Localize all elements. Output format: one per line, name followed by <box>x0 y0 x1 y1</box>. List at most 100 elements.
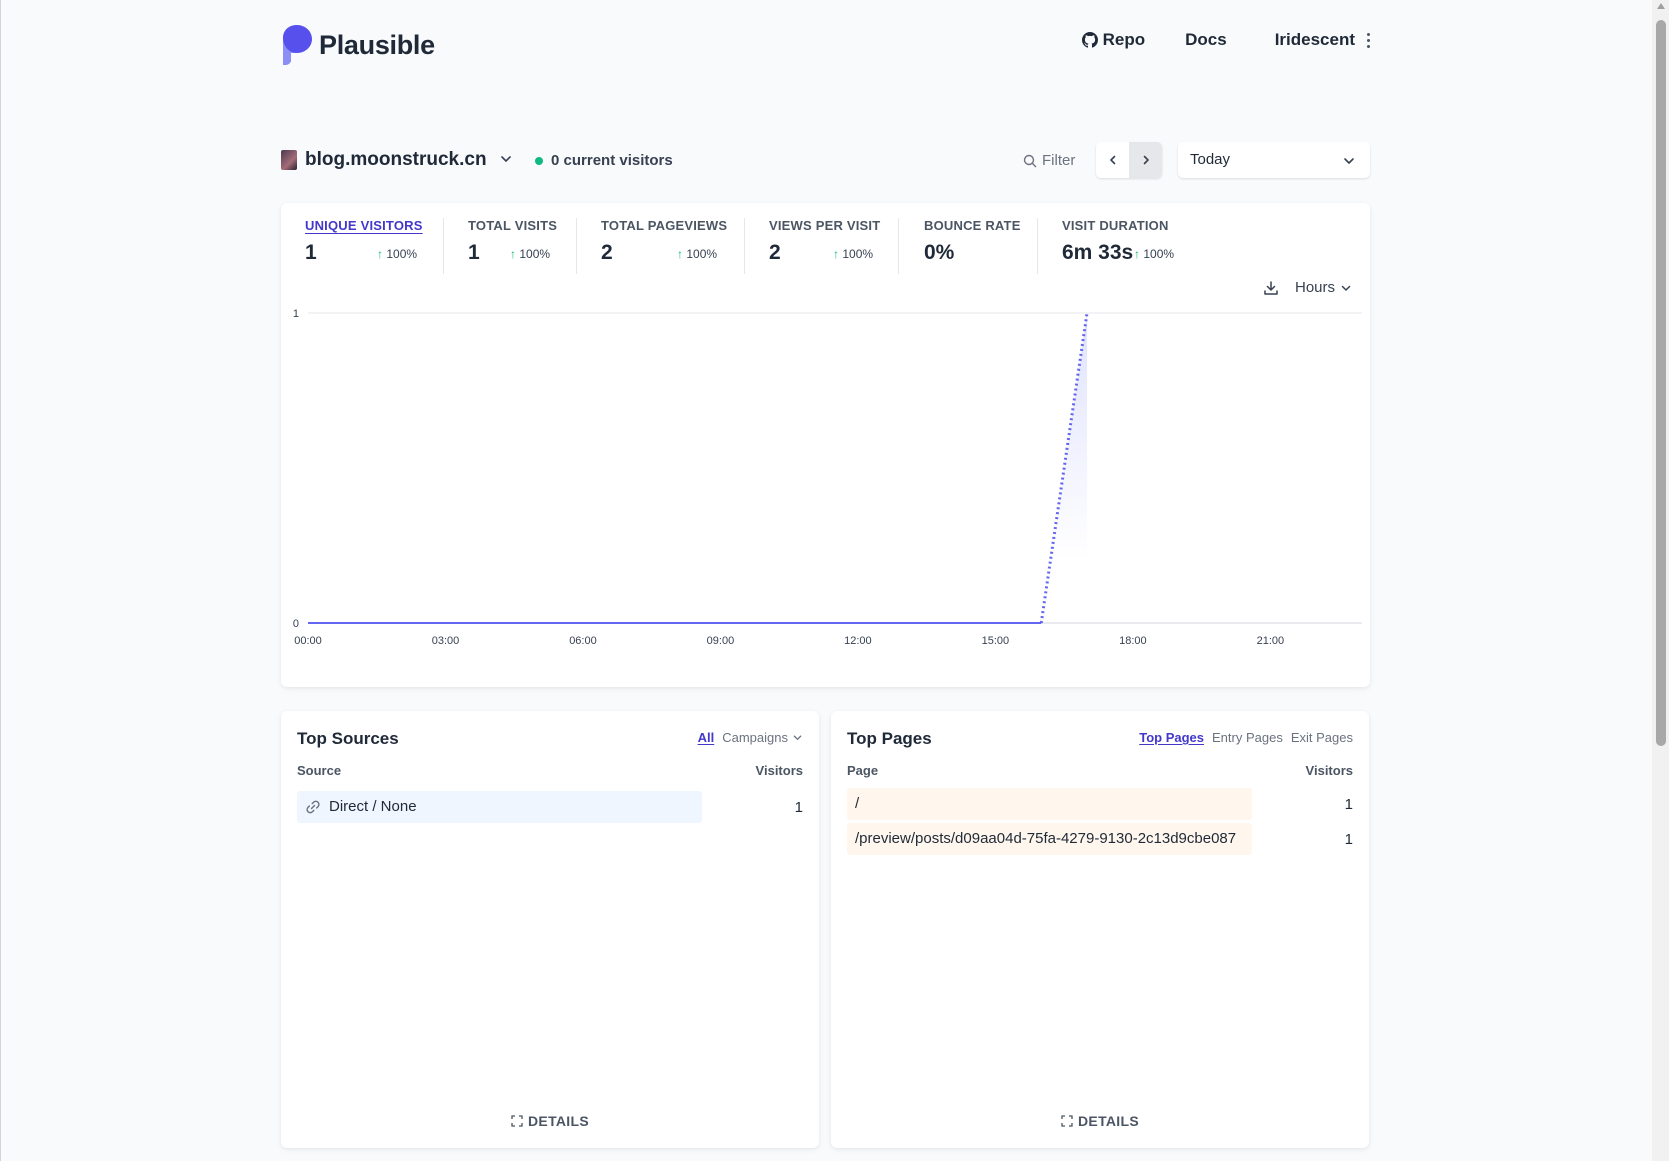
metric-value: 6m 33s <box>1062 241 1134 264</box>
period-select[interactable]: Today <box>1178 142 1370 178</box>
site-favicon <box>281 150 297 170</box>
tab-all-sources[interactable]: All <box>697 730 715 745</box>
arrow-up-icon: ↑ <box>1134 247 1140 261</box>
column-source: Source <box>297 763 342 778</box>
metric-label: VIEWS PER VISIT <box>769 218 881 233</box>
chevron-down-icon <box>793 735 802 740</box>
metric-value: 2 <box>601 241 613 264</box>
top-nav: Repo Docs Iridescent <box>1081 30 1370 50</box>
metric-value: 2 <box>769 241 781 264</box>
chevron-down-icon[interactable] <box>499 152 513 166</box>
expand-icon <box>511 1115 523 1127</box>
metric-visit-duration[interactable]: VISIT DURATION 6m 33s ↑ 100% <box>1062 218 1174 274</box>
live-indicator <box>535 157 543 165</box>
top-sources-card: Top Sources All Campaigns Source Visitor… <box>281 711 819 1148</box>
site-bar: blog.moonstruck.cn 0 current visitors Fi… <box>281 140 1370 180</box>
filter-label: Filter <box>1042 152 1076 169</box>
visitors-line-chart[interactable]: 01 00:00 03:00 06:00 09:00 12:00 15:00 18:00 21… <box>281 203 1370 687</box>
metric-unique-visitors[interactable]: UNIQUE VISITORS 1 ↑ 100% <box>305 218 423 274</box>
metric-label: BOUNCE RATE <box>924 218 1021 233</box>
x-tick-label: 06:00 <box>569 635 597 647</box>
y-tick-label: 1 <box>293 308 299 320</box>
row-value: 1 <box>1344 831 1353 848</box>
period-label: Today <box>1190 151 1231 168</box>
x-tick-label: 03:00 <box>432 635 460 647</box>
previous-period-button[interactable] <box>1096 142 1129 178</box>
tab-exit-pages[interactable]: Exit Pages <box>1290 730 1353 745</box>
metric-bounce-rate[interactable]: BOUNCE RATE 0% <box>924 218 1021 274</box>
plausible-logo-icon <box>283 25 312 65</box>
details-button[interactable]: DETAILS <box>831 1113 1369 1129</box>
x-tick-label: 18:00 <box>1119 635 1147 647</box>
x-tick-label: 15:00 <box>982 635 1010 647</box>
visitors-graph-card: UNIQUE VISITORS 1 ↑ 100% TOTAL VISITS 1 … <box>281 203 1370 687</box>
user-menu[interactable]: Iridescent <box>1275 30 1370 50</box>
metric-total-visits[interactable]: TOTAL VISITS 1 ↑ 100% <box>468 218 557 274</box>
current-visitors[interactable]: 0 current visitors <box>551 152 673 169</box>
metric-label: TOTAL VISITS <box>468 218 558 233</box>
filter-button[interactable]: Filter <box>1023 152 1075 169</box>
metric-value: 0% <box>924 241 955 264</box>
brand-name: Plausible <box>319 29 435 60</box>
top-pages-card: Top Pages Top Pages Entry Pages Exit Pag… <box>831 711 1369 1148</box>
metric-value: 1 <box>468 241 480 264</box>
x-tick-label: 00:00 <box>294 635 322 647</box>
row-bar <box>847 788 1252 820</box>
arrow-up-icon: ↑ <box>510 247 516 261</box>
tab-entry-pages[interactable]: Entry Pages <box>1212 730 1283 745</box>
scroll-thumb[interactable] <box>1656 20 1666 746</box>
series-line-current <box>1039 312 1089 624</box>
metric-label: UNIQUE VISITORS <box>305 218 423 233</box>
top-sources-title: Top Sources <box>297 729 399 748</box>
next-period-button[interactable] <box>1129 142 1162 178</box>
top-sources-tabs: All Campaigns <box>690 730 803 745</box>
metric-label: VISIT DURATION <box>1062 218 1169 233</box>
tab-top-pages[interactable]: Top Pages <box>1139 730 1205 745</box>
site-switcher[interactable]: blog.moonstruck.cn <box>305 149 487 170</box>
y-tick-label: 0 <box>293 618 299 630</box>
details-button[interactable]: DETAILS <box>281 1113 819 1129</box>
x-tick-label: 21:00 <box>1257 635 1285 647</box>
metric-value: 1 <box>305 241 317 264</box>
chevron-right-icon <box>1143 155 1149 165</box>
row-label: Direct / None <box>305 798 417 815</box>
arrow-up-icon: ↑ <box>677 247 683 261</box>
metric-change: ↑ 100% <box>833 247 874 261</box>
arrow-up-icon: ↑ <box>833 247 839 261</box>
metric-change: ↑ 100% <box>1134 247 1175 261</box>
arrow-up-icon: ↑ <box>377 247 383 261</box>
logo[interactable]: Plausible <box>281 24 435 66</box>
list-item[interactable]: Direct / None 1 <box>297 791 803 823</box>
tab-campaigns[interactable]: Campaigns <box>722 730 803 745</box>
user-name: Iridescent <box>1274 30 1355 49</box>
metric-change: ↑ 100% <box>510 247 551 261</box>
list-item[interactable]: /preview/posts/d09aa04d-75fa-4279-9130-2… <box>847 823 1353 855</box>
scrollbar[interactable] <box>1652 0 1669 1161</box>
row-bar <box>847 823 1252 855</box>
list-item[interactable]: / 1 <box>847 788 1353 820</box>
interval-select[interactable]: Hours <box>1295 279 1352 296</box>
period-pager <box>1096 142 1162 178</box>
docs-link[interactable]: Docs <box>1185 30 1227 49</box>
top-bar: Plausible Repo Docs Iridescent <box>281 24 1370 68</box>
expand-icon <box>1061 1115 1073 1127</box>
github-icon <box>1081 32 1098 48</box>
repo-label: Repo <box>1102 30 1146 49</box>
row-value: 1 <box>1344 796 1353 813</box>
repo-link[interactable]: Repo <box>1081 30 1146 50</box>
row-value: 1 <box>794 799 803 816</box>
metric-label: TOTAL PAGEVIEWS <box>601 218 728 233</box>
x-tick-label: 09:00 <box>707 635 735 647</box>
metric-views-per-visit[interactable]: VIEWS PER VISIT 2 ↑ 100% <box>769 218 880 274</box>
row-label: /preview/posts/d09aa04d-75fa-4279-9130-2… <box>855 830 1237 847</box>
metric-total-pageviews[interactable]: TOTAL PAGEVIEWS 2 ↑ 100% <box>601 218 727 274</box>
interval-label: Hours <box>1294 279 1335 296</box>
scroll-up-arrow-icon[interactable] <box>1657 3 1665 9</box>
chevron-down-icon <box>1344 158 1354 164</box>
chevron-left-icon <box>1109 155 1115 165</box>
column-page: Page <box>847 763 879 778</box>
row-bar <box>297 791 702 823</box>
link-icon <box>306 800 320 813</box>
download-icon[interactable] <box>1263 280 1279 296</box>
